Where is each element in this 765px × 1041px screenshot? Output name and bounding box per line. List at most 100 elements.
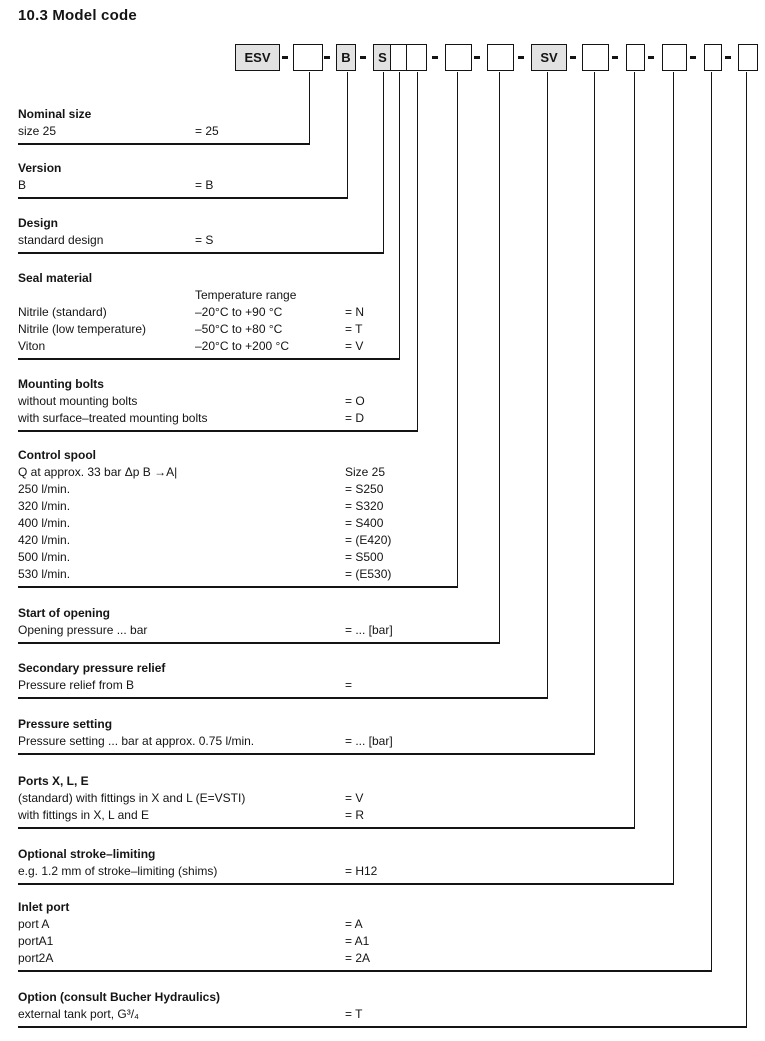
row-value: = (E530)	[345, 567, 392, 581]
spec-row: Opening pressure ... bar = ... [bar]	[18, 622, 393, 639]
row-value: = N	[345, 305, 365, 319]
code-box-series: ESV	[235, 44, 280, 71]
section-underline	[18, 1026, 747, 1028]
row-value: = S	[195, 233, 214, 247]
section-inlet-port: Inlet port port A = A portA1 = A1 port2A…	[18, 899, 370, 967]
section-underline	[18, 143, 310, 145]
section-underline	[18, 753, 595, 755]
spec-row: port A = A	[18, 916, 363, 933]
row-label: Pressure setting ... bar at approx. 0.75…	[18, 734, 255, 748]
connector-line-control-spool	[457, 72, 459, 588]
row-label: B	[18, 178, 27, 192]
row-label: external tank port, G³/₄	[18, 1007, 139, 1021]
row-value: = A1	[345, 934, 370, 948]
row-label: (standard) with fittings in X and L (E=V…	[18, 791, 246, 805]
section-heading: Secondary pressure relief	[18, 661, 166, 675]
spec-row: 530 l/min. = (E530)	[18, 566, 391, 583]
connector-line-secondary-pressure-relief	[547, 72, 549, 699]
row-label: with fittings in X, L and E	[18, 808, 149, 822]
spec-row: e.g. 1.2 mm of stroke–limiting (shims) =…	[18, 863, 377, 880]
row-value: = H12	[345, 864, 378, 878]
connector-line-seal-material	[399, 72, 401, 360]
code-box-inlet-port	[704, 44, 722, 71]
section-heading: Start of opening	[18, 606, 110, 620]
row-value: = ... [bar]	[345, 734, 393, 748]
code-box-pressure-setting	[582, 44, 609, 71]
section-underline	[18, 586, 458, 588]
spec-row: Temperature range	[18, 287, 296, 304]
dash-separator	[474, 56, 480, 59]
dash-separator	[360, 56, 366, 59]
row-value: = (E420)	[345, 533, 392, 547]
spec-row: 320 l/min. = S320	[18, 498, 383, 515]
connector-line-ports	[634, 72, 636, 829]
section-underline	[18, 430, 418, 432]
spec-row: port2A = 2A	[18, 950, 370, 967]
row-value: = ... [bar]	[345, 623, 393, 637]
connector-line-pressure-setting	[594, 72, 596, 755]
section-mounting-bolts: Mounting bolts without mounting bolts = …	[18, 376, 365, 427]
row-label: Opening pressure ... bar	[18, 623, 148, 637]
section-underline	[18, 697, 548, 699]
spec-row: Viton –20°C to +200 °C = V	[18, 338, 363, 355]
row-label: without mounting bolts	[18, 394, 138, 408]
section-nominal-size: Nominal size size 25 = 25	[18, 106, 219, 140]
section-version: Version B = B	[18, 160, 213, 194]
row-label: Viton	[18, 339, 46, 353]
section-underline	[18, 883, 674, 885]
spec-row: Q at approx. 33 bar Δp B →A| Size 25	[18, 464, 385, 481]
code-box-secondary-pressure-relief: SV	[531, 44, 567, 71]
connector-line-nominal-size	[309, 72, 311, 145]
row-label: port A	[18, 917, 50, 931]
connector-line-option	[746, 72, 748, 1028]
spec-row: portA1 = A1	[18, 933, 369, 950]
code-box-version: B	[336, 44, 356, 71]
spec-row: 250 l/min. = S250	[18, 481, 383, 498]
spec-row: with fittings in X, L and E = R	[18, 807, 364, 824]
dash-separator	[324, 56, 330, 59]
row-label: Pressure relief from B	[18, 678, 135, 692]
section-heading: Seal material	[18, 271, 93, 285]
row-temperature-range: –50°C to +80 °C	[195, 322, 283, 336]
connector-line-start-of-opening	[499, 72, 501, 644]
row-label: Nitrile (low temperature)	[18, 322, 147, 336]
row-label: standard design	[18, 233, 104, 247]
row-value: = T	[345, 1007, 363, 1021]
dash-separator	[282, 56, 288, 59]
spec-row: with surface–treated mounting bolts = D	[18, 410, 364, 427]
row-label: 500 l/min.	[18, 550, 71, 564]
row-value: = 2A	[345, 951, 371, 965]
row-label: portA1	[18, 934, 54, 948]
section-stroke-limiting: Optional stroke–limiting e.g. 1.2 mm of …	[18, 846, 377, 880]
spec-row: Nitrile (standard) –20°C to +90 °C = N	[18, 304, 364, 321]
row-value: = B	[195, 178, 214, 192]
code-box-nominal-size	[293, 44, 323, 71]
code-box-start-of-opening	[487, 44, 514, 71]
spec-row: Nitrile (low temperature) –50°C to +80 °…	[18, 321, 362, 338]
section-underline	[18, 970, 712, 972]
section-start-of-opening: Start of opening Opening pressure ... ba…	[18, 605, 393, 639]
row-value: = T	[345, 322, 363, 336]
dash-separator	[570, 56, 576, 59]
row-label: e.g. 1.2 mm of stroke–limiting (shims)	[18, 864, 218, 878]
section-ports: Ports X, L, E (standard) with fittings i…	[18, 773, 364, 824]
dash-separator	[518, 56, 524, 59]
section-heading: Inlet port	[18, 900, 70, 914]
row-value: =	[345, 678, 353, 692]
row-temperature-range: –20°C to +90 °C	[195, 305, 283, 319]
spec-row: Pressure relief from B =	[18, 677, 352, 694]
section-heading: Version	[18, 161, 62, 175]
row-label: 420 l/min.	[18, 533, 71, 547]
section-underline	[18, 358, 400, 360]
code-box-mounting-bolts	[406, 44, 427, 71]
section-heading: Option (consult Bucher Hydraulics)	[18, 990, 221, 1004]
row-value: = S500	[345, 550, 384, 564]
spec-row: standard design = S	[18, 232, 213, 249]
spec-row: (standard) with fittings in X and L (E=V…	[18, 790, 363, 807]
row-value: = O	[345, 394, 365, 408]
row-label: 400 l/min.	[18, 516, 71, 530]
column-header: Size 25	[345, 465, 386, 479]
row-label: port2A	[18, 951, 54, 965]
row-value: = 25	[195, 124, 219, 138]
